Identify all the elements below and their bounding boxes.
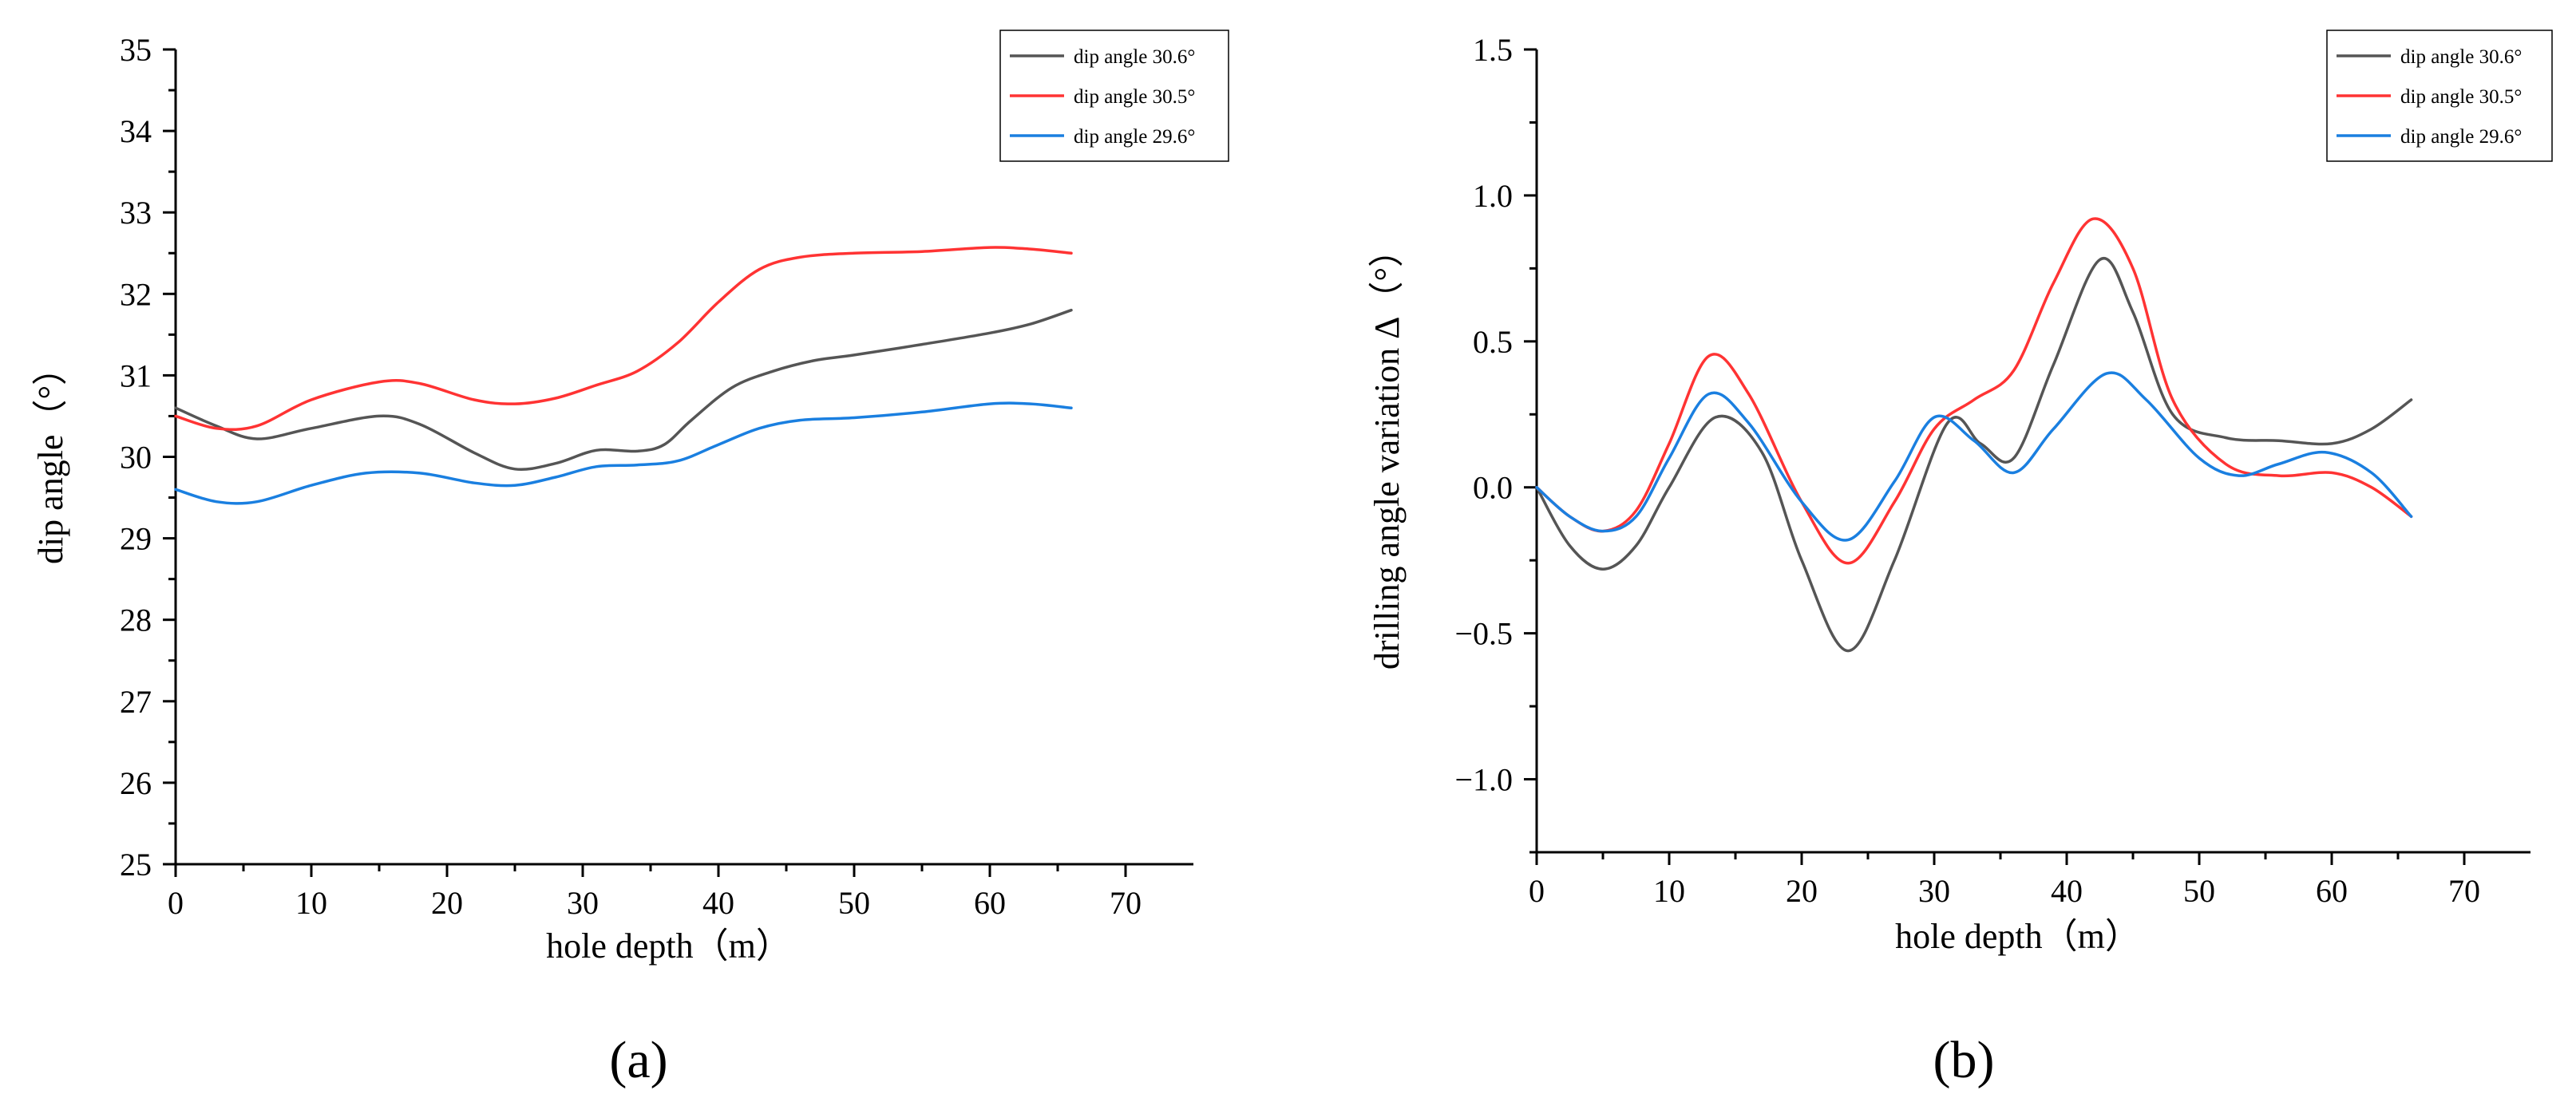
x-tick-label: 70 bbox=[1110, 885, 1142, 921]
legend: dip angle 30.6° dip angle 30.5° dip angle … bbox=[999, 30, 1229, 162]
x-tick-label: 60 bbox=[2316, 873, 2348, 909]
y-axis-title: dip angle（°） bbox=[31, 350, 70, 564]
y-tick-label: 0.0 bbox=[1473, 470, 1513, 506]
x-tick-label: 50 bbox=[2183, 873, 2215, 909]
x-tick-label: 30 bbox=[1918, 873, 1950, 909]
y-tick-label: 25 bbox=[120, 847, 152, 883]
legend-label: dip angle 30.5° bbox=[1074, 86, 1195, 108]
legend: dip angle 30.6° dip angle 30.5° dip angle … bbox=[2326, 30, 2553, 162]
y-tick-label: 30 bbox=[120, 440, 152, 476]
y-axis-title: drilling angle variation Δ（°） bbox=[1367, 232, 1407, 669]
x-tick-label: 30 bbox=[567, 885, 599, 921]
x-axis-title: hole depth（m） bbox=[1895, 917, 2140, 956]
y-tick-label: 27 bbox=[120, 684, 152, 720]
y-tick-label: 26 bbox=[120, 765, 152, 801]
y-tick-label: 33 bbox=[120, 195, 152, 231]
x-tick-label: 70 bbox=[2448, 873, 2480, 909]
x-tick-label: 10 bbox=[295, 885, 327, 921]
y-tick-label: 35 bbox=[120, 32, 152, 68]
y-tick-label: 29 bbox=[120, 521, 152, 557]
chart-panel-b: 0 10 20 30 40 50 60 70 −1.0 −0.5 0.0 0.5 1.0 1.5 hole … bbox=[1367, 30, 2553, 1089]
legend-label: dip angle 29.6° bbox=[2400, 126, 2522, 148]
series-line-2 bbox=[1535, 217, 2413, 565]
x-tick-label: 60 bbox=[974, 885, 1006, 921]
y-tick-label: 0.5 bbox=[1473, 324, 1513, 360]
y-tick-label: −0.5 bbox=[1454, 616, 1513, 652]
legend-label: dip angle 30.6° bbox=[1074, 46, 1195, 68]
x-tick-label: 10 bbox=[1653, 873, 1685, 909]
legend-label: dip angle 30.5° bbox=[2400, 86, 2522, 108]
y-tick-label: −1.0 bbox=[1454, 762, 1513, 798]
series-line-3 bbox=[1535, 371, 2413, 542]
panel-label: (b) bbox=[1933, 1031, 1995, 1089]
y-tick-label: 34 bbox=[120, 113, 152, 149]
y-tick-label: 1.5 bbox=[1473, 32, 1513, 68]
y-tick-label: 31 bbox=[120, 357, 152, 393]
series-line-1 bbox=[1535, 257, 2413, 653]
y-tick-label: 32 bbox=[120, 276, 152, 312]
x-tick-label: 20 bbox=[1786, 873, 1818, 909]
x-axis-title: hole depth（m） bbox=[546, 926, 791, 966]
series-line-3 bbox=[174, 401, 1073, 505]
legend-label: dip angle 29.6° bbox=[1074, 126, 1195, 148]
x-tick-label: 0 bbox=[1529, 873, 1545, 909]
x-tick-label: 20 bbox=[431, 885, 463, 921]
y-tick-label: 28 bbox=[120, 602, 152, 638]
x-tick-label: 40 bbox=[702, 885, 734, 921]
series-line-2 bbox=[174, 246, 1073, 432]
chart-panel-a: 0 10 20 30 40 50 60 70 25 26 27 28 29 30 31 32 33 34 35 hol… bbox=[31, 30, 1229, 1089]
series-line-1 bbox=[174, 308, 1073, 472]
panel-label: (a) bbox=[609, 1031, 667, 1089]
x-tick-label: 40 bbox=[2051, 873, 2083, 909]
x-tick-label: 50 bbox=[838, 885, 870, 921]
y-tick-label: 1.0 bbox=[1473, 178, 1513, 214]
x-tick-label: 0 bbox=[168, 885, 184, 921]
legend-label: dip angle 30.6° bbox=[2400, 46, 2522, 68]
